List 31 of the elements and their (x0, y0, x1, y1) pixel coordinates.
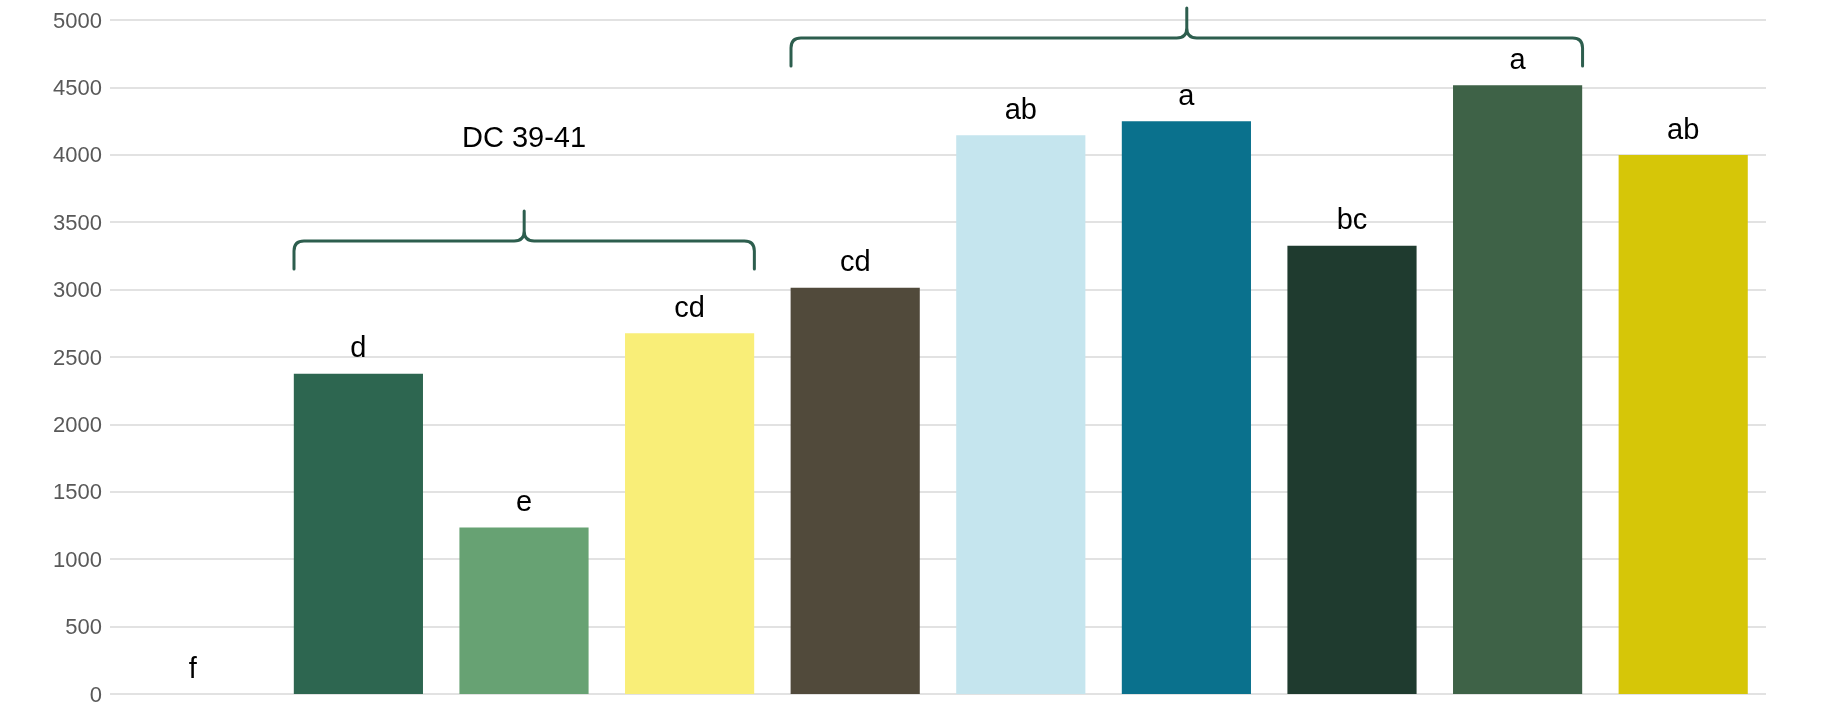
y-tick-label: 1000 (53, 546, 102, 572)
data-label: a (1509, 42, 1527, 75)
annotation: DC 39-41 (460, 121, 588, 155)
y-tick-label: 2500 (53, 344, 102, 370)
y-tick-label: 3500 (53, 209, 102, 235)
data-label: d (350, 331, 367, 364)
y-tick-label: 3000 (53, 277, 102, 303)
bar (1287, 245, 1417, 694)
data-label: ab (1667, 112, 1700, 145)
bar (293, 373, 423, 694)
y-tick-label: 500 (65, 614, 102, 640)
y-tick-label: 5000 (53, 7, 102, 33)
bar (956, 135, 1086, 694)
bar (1121, 121, 1251, 694)
y-tick-label: 0 (89, 681, 102, 706)
y-tick-label: 2000 (53, 411, 102, 437)
data-label: e (515, 485, 533, 518)
y-tick-label: 4500 (53, 74, 102, 100)
bar (1618, 155, 1748, 694)
bar (459, 527, 589, 694)
data-label: ab (1004, 92, 1037, 125)
data-label: cd (674, 290, 705, 323)
data-label: f (188, 651, 198, 684)
bar (1453, 85, 1583, 694)
bar (790, 287, 920, 694)
y-tick-label: 1500 (53, 479, 102, 505)
bar (625, 333, 755, 694)
data-label: cd (839, 245, 871, 278)
y-tick-label: 4000 (53, 142, 102, 168)
data-label: bc (1336, 203, 1368, 236)
data-label: a (1178, 78, 1196, 111)
